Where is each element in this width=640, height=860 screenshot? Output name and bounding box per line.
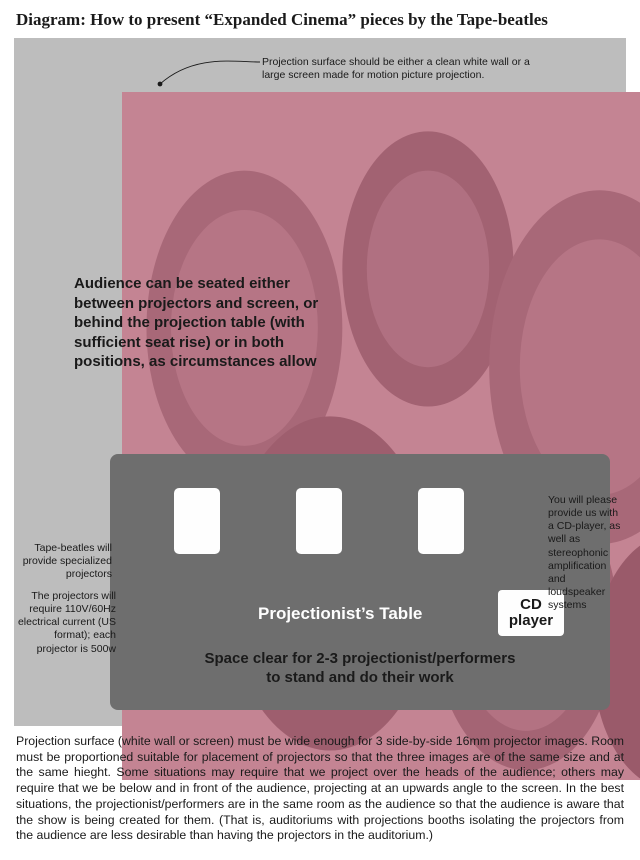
projector-2 bbox=[296, 488, 342, 554]
projector-3 bbox=[418, 488, 464, 554]
cd-player-label: CD player bbox=[509, 597, 553, 629]
projector-1 bbox=[174, 488, 220, 554]
space-label: Space clear for 2-3 projectionist/perfor… bbox=[160, 650, 560, 688]
audience-text: Audience can be seated either between pr… bbox=[74, 274, 324, 372]
screen-row bbox=[122, 92, 590, 200]
page-title: Diagram: How to present “Expanded Cinema… bbox=[16, 10, 548, 30]
annot-surface: Projection surface should be either a cl… bbox=[262, 56, 532, 82]
diagram-canvas: CD player Projectionist’s Table Space cl… bbox=[14, 38, 626, 726]
annot-tapebeatles: Tape-beatles will provide specialized pr… bbox=[20, 542, 112, 581]
bottom-paragraph: Projection surface (white wall or screen… bbox=[16, 734, 624, 844]
annot-power: The projectors will require 110V/60Hz el… bbox=[16, 590, 116, 656]
page: Diagram: How to present “Expanded Cinema… bbox=[0, 0, 640, 860]
leader-surface-dot bbox=[158, 82, 163, 87]
annot-cd: You will please provide us with a CD-pla… bbox=[548, 494, 624, 612]
table-label: Projectionist’s Table bbox=[258, 604, 422, 624]
leader-surface bbox=[160, 61, 260, 84]
